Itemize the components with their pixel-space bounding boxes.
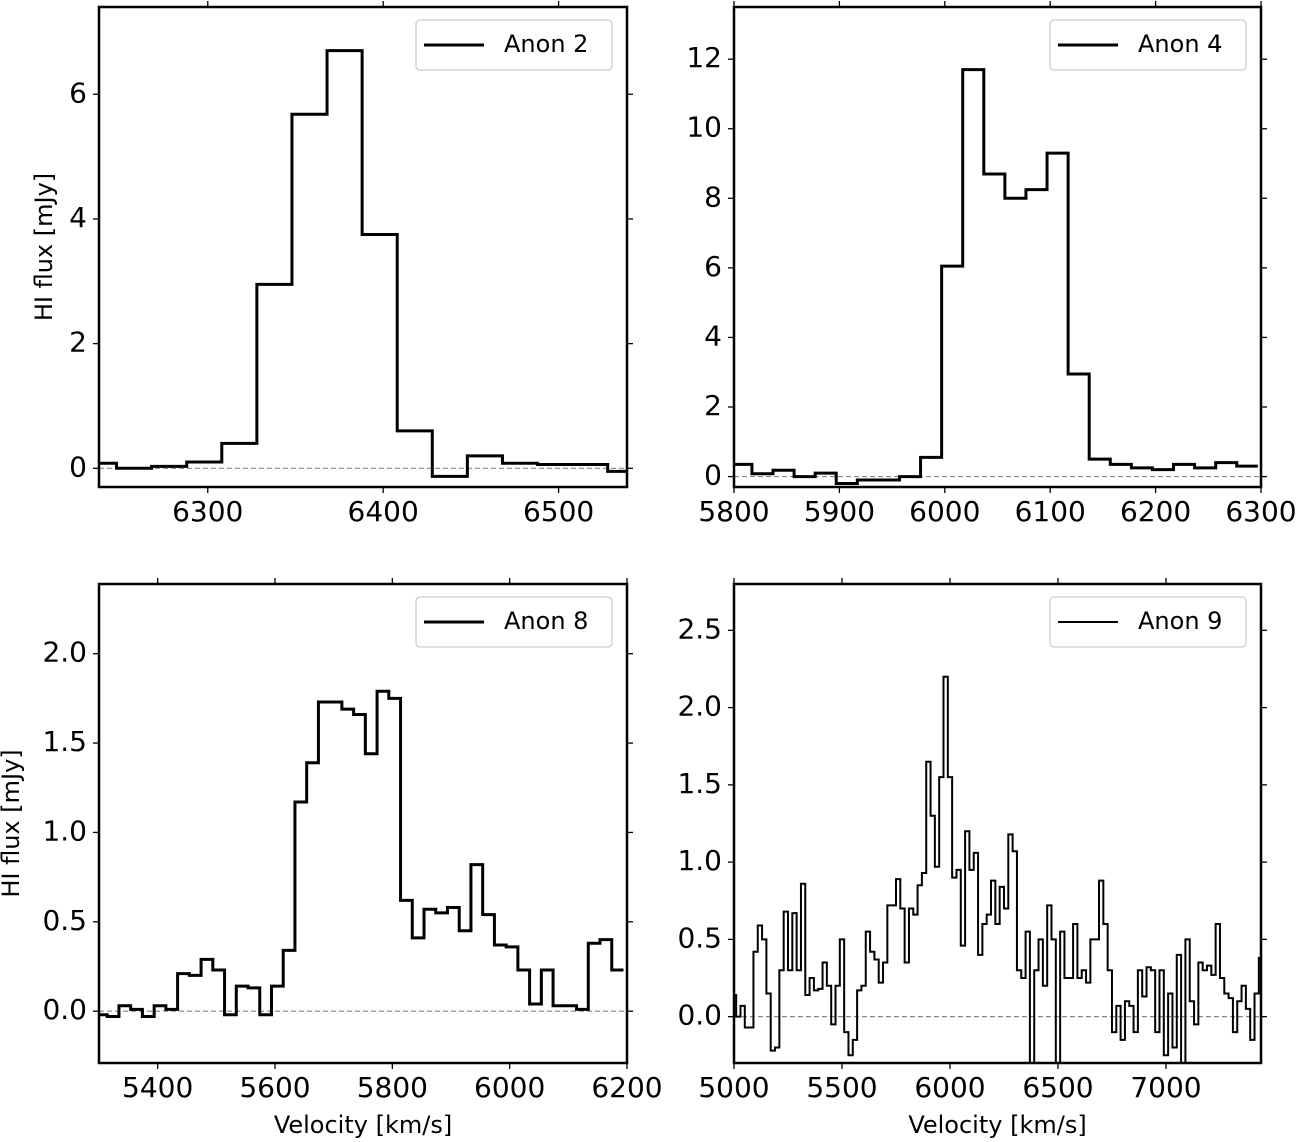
legend-box: [415, 19, 613, 71]
x-tick-label: 6200: [591, 1071, 662, 1104]
y-tick-label: 0.5: [677, 921, 722, 954]
legend-label: Anon 8: [504, 607, 588, 635]
panel: 6300 6400 6500 0 2 4 6 Anon 2 HI flux [mJy]: [30, 1, 633, 528]
y-tick-label: 12: [686, 41, 722, 74]
panel: 5000 5500 6000 6500 7000 0.0 0.5 1.0 1.5 2.0 2.5 An…: [677, 578, 1267, 1139]
legend-box: [415, 596, 613, 648]
y-tick-label: 4: [704, 319, 722, 352]
y-tick-label: 1.5: [677, 767, 722, 800]
y-tick-label: 2.0: [42, 636, 87, 669]
y-tick-label: 6: [704, 250, 722, 283]
spectrum-line: [734, 675, 1261, 1063]
x-tick-label: 5800: [357, 1071, 428, 1104]
x-tick-label: 6500: [1022, 1071, 1093, 1104]
x-axis-label: Velocity [km/s]: [908, 1111, 1086, 1139]
x-tick-label: 6000: [474, 1071, 545, 1104]
x-tick-label: 5500: [806, 1071, 877, 1104]
y-tick-label: 4: [69, 201, 87, 234]
y-tick-label: 6: [69, 76, 87, 109]
legend-box: [1049, 19, 1247, 71]
x-tick-label: 5900: [804, 495, 875, 528]
x-tick-label: 6400: [348, 495, 419, 528]
y-tick-label: 0.5: [42, 904, 87, 937]
plot-frame: [732, 582, 1263, 1065]
y-tick-label: 2.5: [677, 612, 722, 645]
spectrum-line: [99, 49, 627, 478]
x-tick-label: 5400: [122, 1071, 193, 1104]
x-tick-label: 5000: [698, 1071, 769, 1104]
y-tick-label: 1.5: [42, 725, 87, 758]
x-tick-label: 5800: [698, 495, 769, 528]
y-tick-label: 2: [704, 389, 722, 422]
x-tick-label: 5600: [239, 1071, 310, 1104]
plot-frame: [732, 5, 1263, 489]
panel: 5400 5600 5800 6000 6200 0.0 0.5 1.0 1.5 2.0 Anon …: [0, 578, 663, 1139]
y-tick-label: 0.0: [677, 999, 722, 1032]
x-tick-label: 6300: [172, 495, 243, 528]
x-tick-label: 6200: [1120, 495, 1191, 528]
panel: 5800 5900 6000 6100 6200 6300 0 2 4 6 8 10 12 Anon 4: [686, 1, 1297, 528]
y-tick-label: 0.0: [42, 993, 87, 1026]
y-tick-label: 1.0: [677, 844, 722, 877]
y-tick-label: 0: [704, 459, 722, 492]
plot-frame: [97, 582, 629, 1065]
x-tick-label: 6000: [914, 1071, 985, 1104]
plot-frame: [97, 5, 629, 489]
y-tick-label: 2: [69, 326, 87, 359]
legend-label: Anon 4: [1138, 30, 1222, 58]
x-tick-label: 6300: [1225, 495, 1296, 528]
y-tick-label: 10: [686, 111, 722, 144]
y-tick-label: 2.0: [677, 690, 722, 723]
y-tick-label: 0: [69, 450, 87, 483]
spectrum-line: [99, 689, 624, 1019]
y-axis-label: HI flux [mJy]: [30, 173, 58, 321]
y-tick-label: 1.0: [42, 814, 87, 847]
spectrum-line: [734, 68, 1258, 486]
y-tick-label: 8: [704, 180, 722, 213]
legend-label: Anon 2: [504, 30, 588, 58]
x-tick-label: 6000: [909, 495, 980, 528]
x-tick-label: 6100: [1015, 495, 1086, 528]
legend-box: [1049, 596, 1247, 648]
legend-label: Anon 9: [1138, 607, 1222, 635]
x-axis-label: Velocity [km/s]: [274, 1111, 452, 1139]
y-axis-label: HI flux [mJy]: [0, 749, 25, 897]
x-tick-label: 7000: [1130, 1071, 1201, 1104]
x-tick-label: 6500: [523, 495, 594, 528]
